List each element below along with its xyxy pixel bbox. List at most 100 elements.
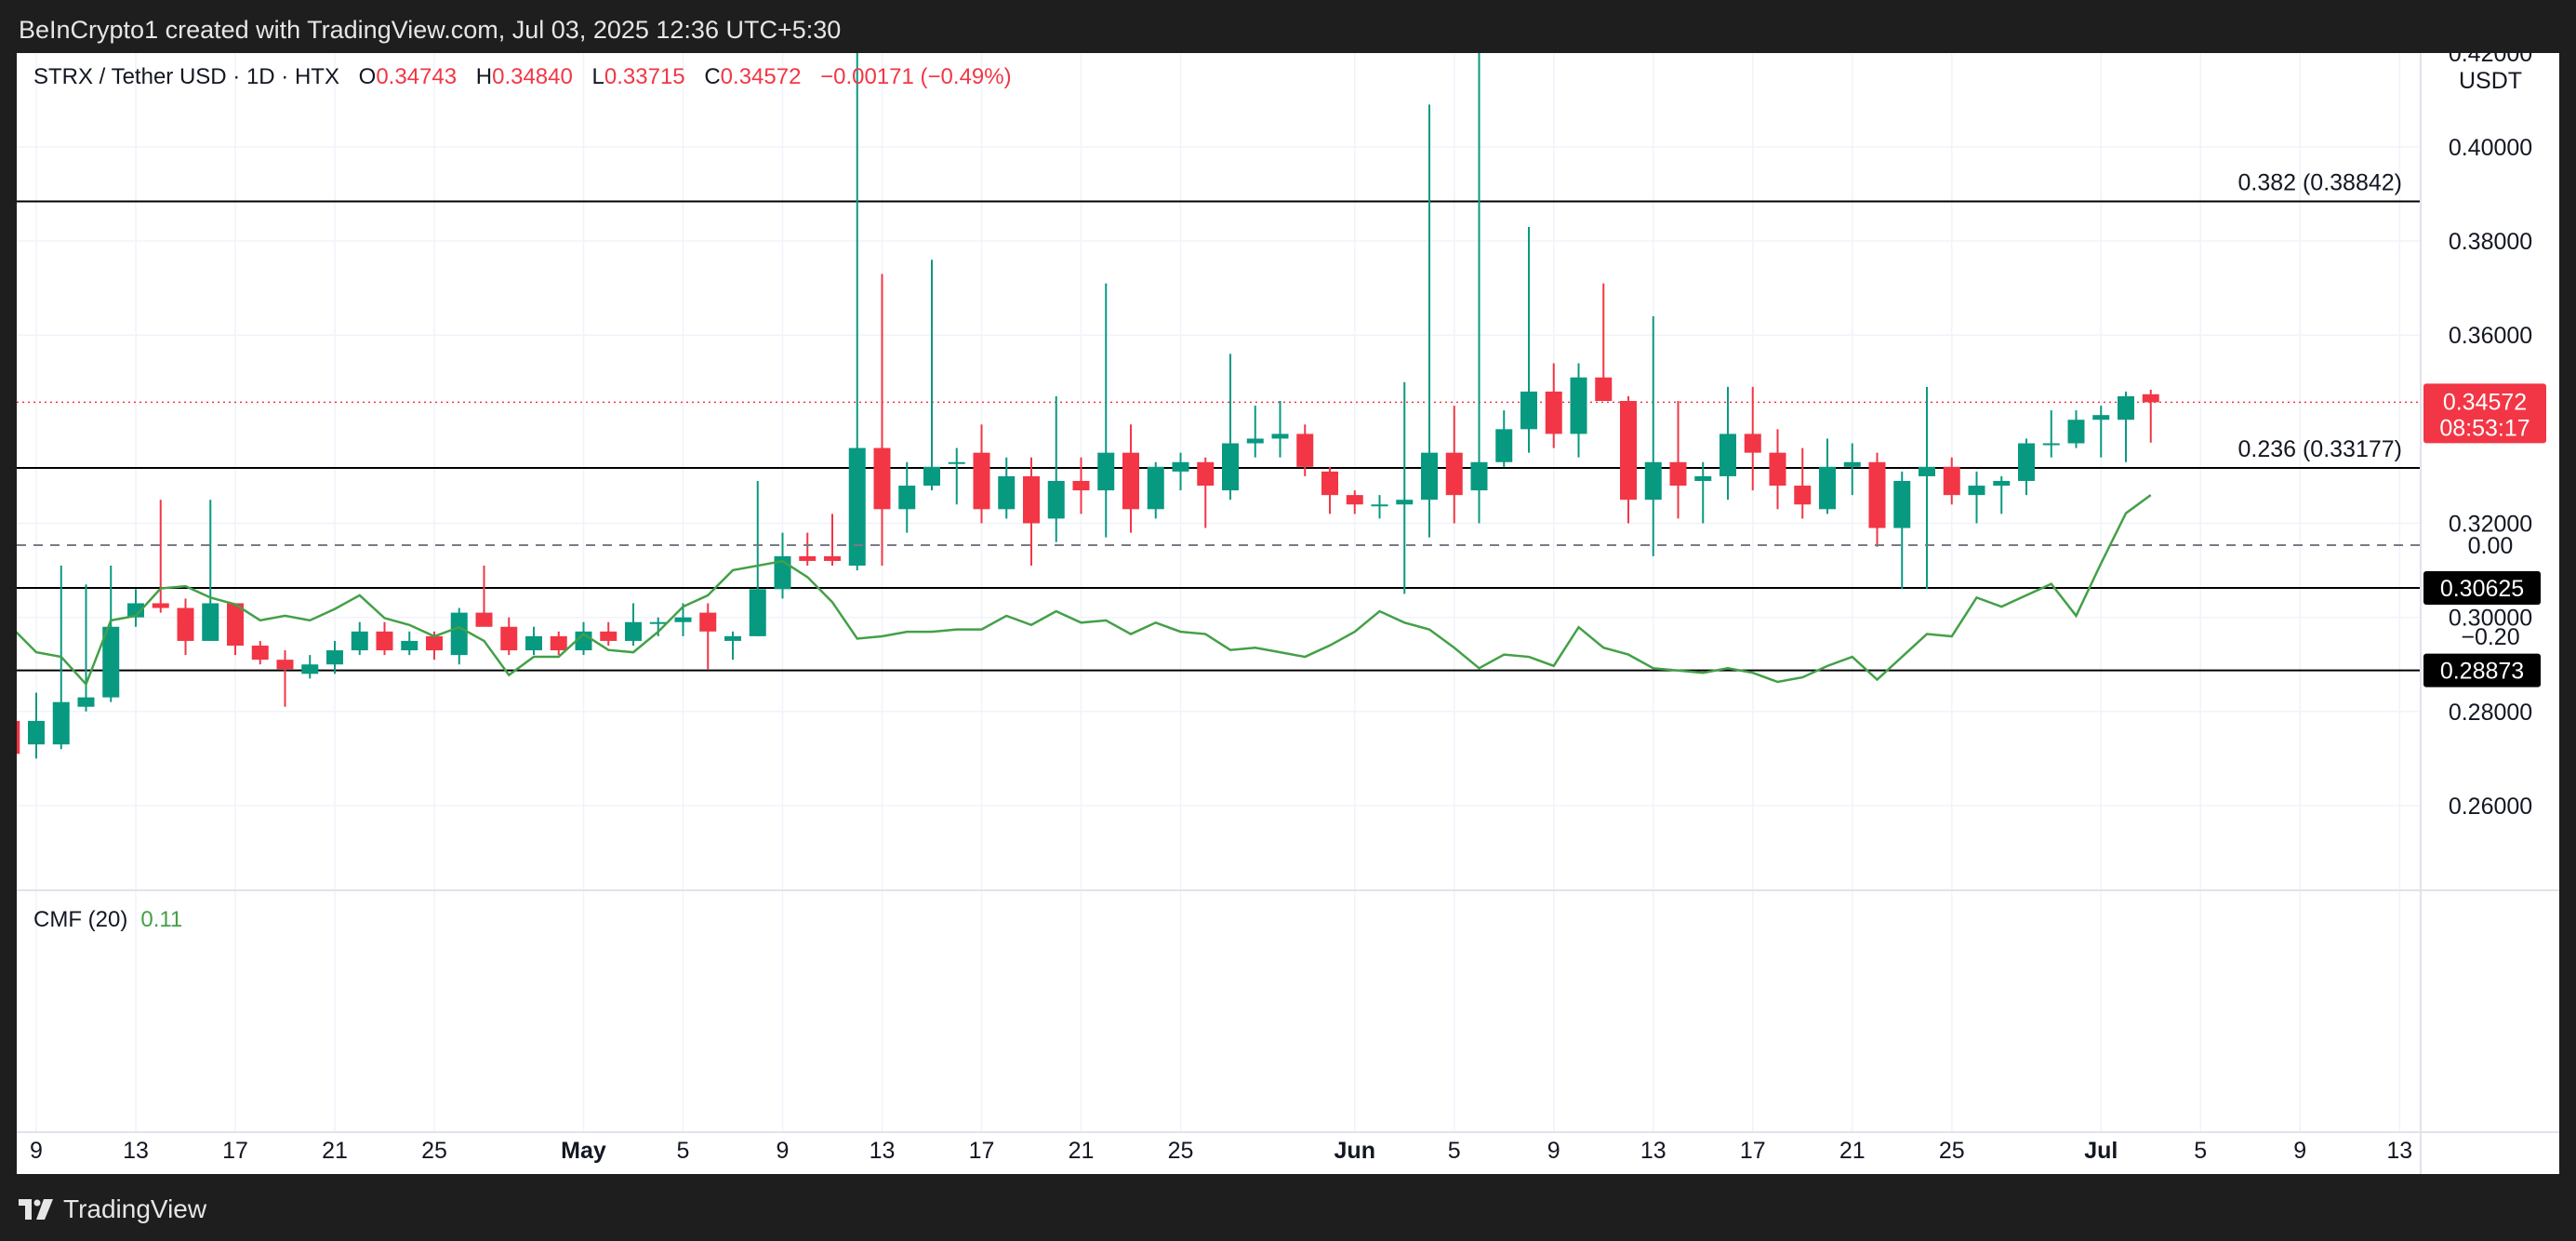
up-candle[interactable] (1644, 315, 1662, 556)
up-candle[interactable] (202, 500, 219, 641)
candle-body (1023, 475, 1040, 524)
up-candle[interactable] (326, 640, 343, 674)
up-candle[interactable] (102, 566, 120, 702)
up-candle[interactable] (1570, 363, 1587, 458)
up-candle[interactable] (923, 260, 940, 491)
up-candle[interactable] (1470, 53, 1488, 524)
price-chart[interactable]: 0.382 (0.38842)0.236 (0.33177) 0.420000.… (17, 53, 2559, 1174)
down-candle[interactable] (1445, 406, 1463, 524)
up-candle[interactable] (401, 631, 418, 656)
up-candle[interactable] (898, 461, 916, 533)
up-candle[interactable] (1694, 461, 1712, 524)
up-candle[interactable] (2067, 410, 2085, 448)
up-candle[interactable] (848, 53, 866, 571)
down-candle[interactable] (152, 500, 169, 613)
down-candle[interactable] (1744, 386, 1761, 491)
down-candle[interactable] (1296, 424, 1314, 476)
down-candle[interactable] (227, 603, 244, 656)
candlesticks[interactable] (17, 53, 2159, 761)
date-tick-label: Jul (2084, 1138, 2118, 1164)
down-candle[interactable] (1669, 401, 1687, 519)
up-candle[interactable] (1520, 226, 1537, 453)
up-candle[interactable] (625, 603, 642, 646)
up-candle[interactable] (77, 584, 95, 712)
up-candle[interactable] (1172, 452, 1189, 491)
down-candle[interactable] (1868, 452, 1886, 547)
up-candle[interactable] (2092, 406, 2110, 458)
up-candle[interactable] (1271, 401, 1289, 458)
up-candle[interactable] (301, 655, 319, 679)
up-candle[interactable] (1047, 395, 1065, 542)
down-candle[interactable] (824, 514, 841, 567)
down-candle[interactable] (17, 716, 20, 761)
up-candle[interactable] (450, 607, 468, 665)
candle-body (898, 486, 916, 510)
footer-brand[interactable]: TradingView (19, 1189, 206, 1230)
up-candle[interactable] (28, 692, 45, 759)
up-candle[interactable] (1819, 438, 1836, 514)
down-candle[interactable] (376, 621, 393, 656)
down-candle[interactable] (1346, 490, 1363, 514)
down-candle[interactable] (873, 274, 891, 567)
down-candle[interactable] (1794, 447, 1812, 519)
current-price-value: 0.34572 (2443, 389, 2527, 415)
candle-body (1919, 466, 1935, 476)
up-candle[interactable] (2042, 410, 2060, 458)
up-candle[interactable] (127, 589, 144, 627)
up-candle[interactable] (749, 480, 766, 636)
down-candle[interactable] (799, 532, 817, 567)
up-candle[interactable] (2018, 438, 2035, 496)
down-candle[interactable] (475, 566, 493, 627)
up-candle[interactable] (1396, 381, 1414, 594)
up-candle[interactable] (1993, 475, 2011, 514)
candle-body (1495, 429, 1513, 462)
down-candle[interactable] (600, 621, 617, 646)
up-candle[interactable] (1147, 461, 1164, 519)
down-candle[interactable] (251, 640, 269, 665)
down-candle[interactable] (1072, 457, 1090, 514)
up-candle[interactable] (1371, 495, 1388, 519)
down-candle[interactable] (1620, 395, 1637, 524)
down-candle[interactable] (973, 424, 990, 524)
up-candle[interactable] (1919, 386, 1935, 590)
down-candle[interactable] (2142, 389, 2159, 443)
up-candle[interactable] (1495, 410, 1513, 467)
up-candle[interactable] (351, 621, 368, 656)
up-candle[interactable] (1893, 471, 1911, 590)
down-candle[interactable] (1769, 429, 1786, 510)
up-candle[interactable] (998, 457, 1016, 519)
up-candle[interactable] (1843, 443, 1861, 496)
date-tick-label: 25 (421, 1138, 447, 1164)
up-candle[interactable] (1421, 104, 1438, 538)
up-candle[interactable] (1720, 386, 1736, 500)
chart-attribution: BeInCrypto1 created with TradingView.com… (19, 16, 842, 44)
up-candle[interactable] (2118, 391, 2134, 462)
up-candle[interactable] (948, 447, 965, 505)
down-candle[interactable] (276, 650, 294, 707)
down-candle[interactable] (699, 603, 717, 670)
date-tick-label: 13 (2386, 1138, 2412, 1164)
down-candle[interactable] (1023, 457, 1040, 567)
down-candle[interactable] (1321, 466, 1338, 514)
candle-body (799, 555, 817, 561)
down-candle[interactable] (500, 617, 518, 656)
down-candle[interactable] (1122, 424, 1139, 533)
up-candle[interactable] (1097, 283, 1115, 538)
up-candle[interactable] (1968, 471, 1985, 524)
candle-body (998, 475, 1016, 510)
date-tick-label: 9 (2293, 1138, 2306, 1164)
down-candle[interactable] (177, 598, 194, 656)
up-candle[interactable] (674, 603, 692, 636)
up-candle[interactable] (1246, 406, 1264, 458)
up-candle[interactable] (525, 626, 542, 656)
date-tick-label: 25 (1939, 1138, 1965, 1164)
chart-panel[interactable]: 0.382 (0.38842) 0.236 (0.33177) 0.42000 0.… (17, 53, 2559, 1174)
down-candle[interactable] (1595, 283, 1613, 402)
down-candle[interactable] (1943, 457, 1960, 505)
up-candle[interactable] (724, 631, 741, 661)
down-candle[interactable] (1545, 363, 1562, 448)
down-candle[interactable] (1197, 457, 1215, 528)
down-candle[interactable] (550, 631, 567, 656)
up-candle[interactable] (1222, 354, 1239, 500)
